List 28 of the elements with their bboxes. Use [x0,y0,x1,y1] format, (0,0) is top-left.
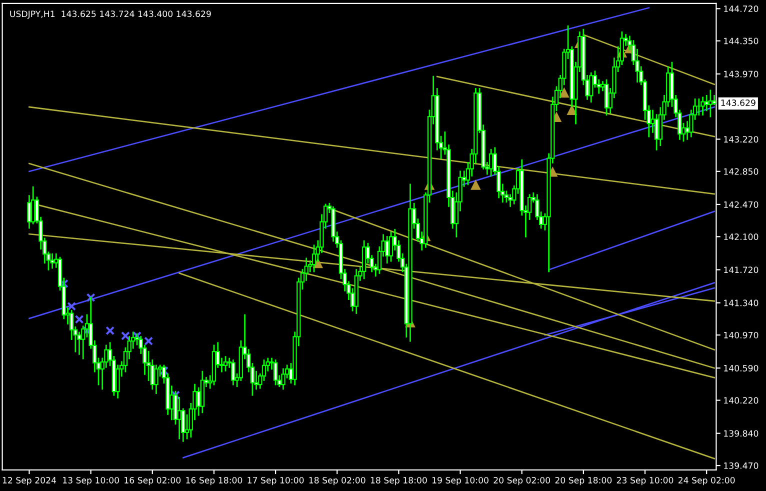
x-tick-label: 19 Sep 10:00 [432,476,488,486]
y-tick-label: 144.720 [724,6,758,12]
y-tick-label: 139.840 [724,430,758,437]
x-tick-label: 20 Sep 18:00 [555,476,612,486]
y-tick-label: 140.220 [724,397,758,404]
y-tick-label: 140.970 [724,332,758,338]
y-tick-label: 142.850 [724,168,758,175]
x-tick-label: 24 Sep 02:00 [678,476,735,486]
x-tick-label: 17 Sep 10:00 [248,476,304,486]
y-tick-label: 141.720 [724,266,758,274]
y-tick-label: 139.470 [724,462,758,469]
y-tick-label: 142.470 [724,201,758,208]
x-tick-label: 16 Sep 18:00 [186,476,242,486]
y-tick-label: 141.340 [724,300,758,306]
y-tick-label: 144.350 [724,38,758,44]
x-tick-label: 18 Sep 18:00 [370,476,427,486]
text: 143.629 [721,100,756,106]
y-tick-label: 143.220 [724,136,758,143]
x-tick-label: 13 Sep 10:00 [63,476,119,486]
y-tick-label: 140.590 [724,364,758,372]
y-tick-label: 143.970 [724,70,758,78]
x-tick-label: 23 Sep 10:00 [616,476,674,486]
x-tick-label: 12 Sep 2024 [2,476,56,486]
x-tick-label: 18 Sep 02:00 [309,476,366,486]
text: USDJPY,H1 143.625 143.724 143.400 143.629 [10,10,211,19]
x-tick-label: 16 Sep 02:00 [124,476,181,486]
y-tick-label: 142.100 [724,234,758,240]
x-tick-label: 20 Sep 02:00 [494,476,550,486]
